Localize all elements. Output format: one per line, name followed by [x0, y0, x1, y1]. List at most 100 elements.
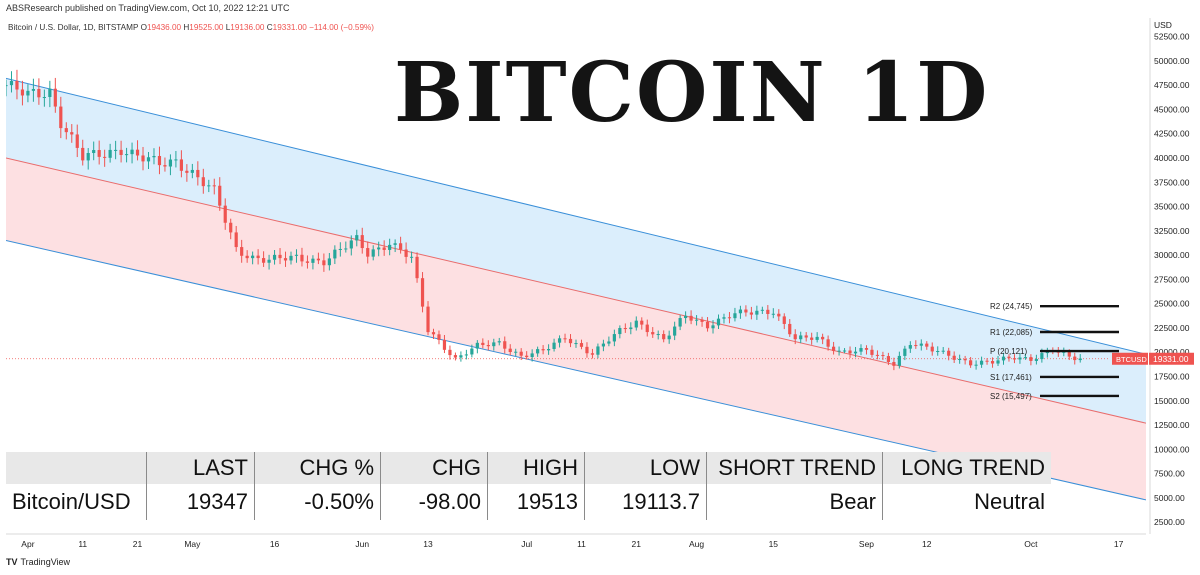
- candle-body: [623, 328, 627, 330]
- table-cell-short-trend: Bear: [706, 484, 883, 520]
- candle-body: [705, 321, 710, 329]
- candle-body: [541, 349, 545, 351]
- candle-body: [678, 318, 682, 327]
- candle-body: [1001, 356, 1006, 361]
- table-cell-last: 19347: [146, 484, 255, 520]
- candle-body: [15, 80, 19, 90]
- candle-body: [601, 343, 606, 347]
- legend-part: Bitcoin / U.S. Dollar, 1D, BITSTAMP: [8, 23, 141, 32]
- candle-body: [826, 339, 830, 347]
- table-cell-high: 19513: [487, 484, 585, 520]
- candle-body: [941, 350, 945, 352]
- candle-body: [629, 327, 633, 330]
- candle-body: [344, 248, 348, 250]
- candle-body: [207, 185, 211, 187]
- candle-body: [936, 351, 940, 353]
- candle-body: [557, 338, 562, 343]
- candle-body: [853, 351, 858, 354]
- candle-body: [760, 309, 764, 311]
- candle-body: [212, 185, 216, 187]
- candle-body: [842, 350, 847, 352]
- candle-body: [563, 338, 567, 340]
- table-cell-low: 19113.7: [584, 484, 707, 520]
- price-axis-tick: 20000.00: [1154, 347, 1190, 357]
- candle-body: [157, 155, 162, 166]
- symbol-tag-bg: [1112, 352, 1148, 365]
- candle-body: [475, 342, 479, 349]
- time-axis-tick: 11: [78, 539, 87, 549]
- candle-body: [667, 335, 671, 340]
- candle-body: [749, 312, 753, 315]
- candle-body: [124, 154, 129, 156]
- candle-body: [1023, 357, 1028, 359]
- candle-body: [963, 358, 967, 361]
- table-header-cell: [6, 452, 147, 484]
- candle-body: [952, 355, 956, 360]
- candle-body: [114, 149, 118, 151]
- candle-body: [174, 159, 178, 161]
- candle-body: [420, 278, 425, 307]
- time-axis-tick: Jun: [355, 539, 369, 549]
- price-axis-tick: 27500.00: [1154, 274, 1190, 284]
- candle-body: [327, 258, 331, 266]
- attribution-text: ABSResearch published on TradingView.com…: [6, 3, 290, 13]
- candle-body: [234, 232, 238, 248]
- price-axis-tick: 17500.00: [1154, 372, 1190, 382]
- candle-body: [634, 320, 638, 328]
- candle-body: [892, 361, 896, 366]
- candle-body: [42, 97, 46, 99]
- candle-body: [97, 150, 101, 157]
- candle-body: [831, 346, 836, 351]
- candle-body: [481, 342, 485, 346]
- time-axis-tick: 21: [632, 539, 642, 549]
- table-header-row: LAST CHG % CHG HIGH LOW SHORT TREND LONG…: [6, 452, 1051, 484]
- candle-body: [837, 350, 841, 352]
- candle-body: [6, 85, 8, 87]
- candle-body: [782, 316, 786, 324]
- candle-body: [612, 334, 616, 342]
- pivot-label: R1 (22,085): [990, 328, 1033, 337]
- time-axis-tick: Apr: [21, 539, 34, 549]
- candle-body: [738, 309, 743, 314]
- time-axis-tick: 13: [423, 539, 433, 549]
- legend-part: −114.00 (−0.59%): [309, 23, 374, 32]
- candle-body: [64, 128, 68, 133]
- candle-body: [75, 134, 79, 148]
- candle-body: [448, 349, 452, 356]
- time-axis-tick: 15: [769, 539, 779, 549]
- time-axis-tick: 17: [1114, 539, 1124, 549]
- candle-body: [245, 255, 249, 259]
- candle-body: [388, 244, 392, 250]
- candle-body: [404, 249, 408, 257]
- pivot-label: S2 (15,497): [990, 392, 1032, 401]
- candle-body: [283, 258, 288, 261]
- price-axis-tick: 45000.00: [1154, 104, 1190, 114]
- candle-body: [908, 345, 912, 349]
- candle-body: [694, 319, 699, 321]
- candle-body: [349, 240, 353, 249]
- candle-body: [201, 177, 205, 187]
- time-axis-tick: Aug: [689, 539, 704, 549]
- candle-body: [1078, 358, 1082, 361]
- candle-body: [431, 332, 436, 335]
- candle-body: [190, 169, 194, 173]
- candle-body: [864, 348, 869, 350]
- legend-part: H: [183, 23, 189, 32]
- candle-body: [26, 90, 30, 96]
- candle-body: [470, 348, 474, 355]
- candle-body: [86, 153, 90, 161]
- candles: [6, 69, 1082, 371]
- candle-body: [1040, 353, 1044, 360]
- legend-part: C: [267, 23, 273, 32]
- candle-body: [399, 243, 403, 250]
- candle-body: [958, 358, 962, 360]
- candle-body: [119, 149, 123, 155]
- legend-part: O: [141, 23, 147, 32]
- candle-body: [278, 254, 282, 259]
- candle-body: [700, 319, 704, 322]
- candle-body: [645, 324, 649, 333]
- candle-body: [744, 309, 748, 313]
- table-header-cell: CHG: [380, 452, 488, 484]
- candle-body: [684, 315, 688, 319]
- time-axis-tick: Sep: [859, 539, 874, 549]
